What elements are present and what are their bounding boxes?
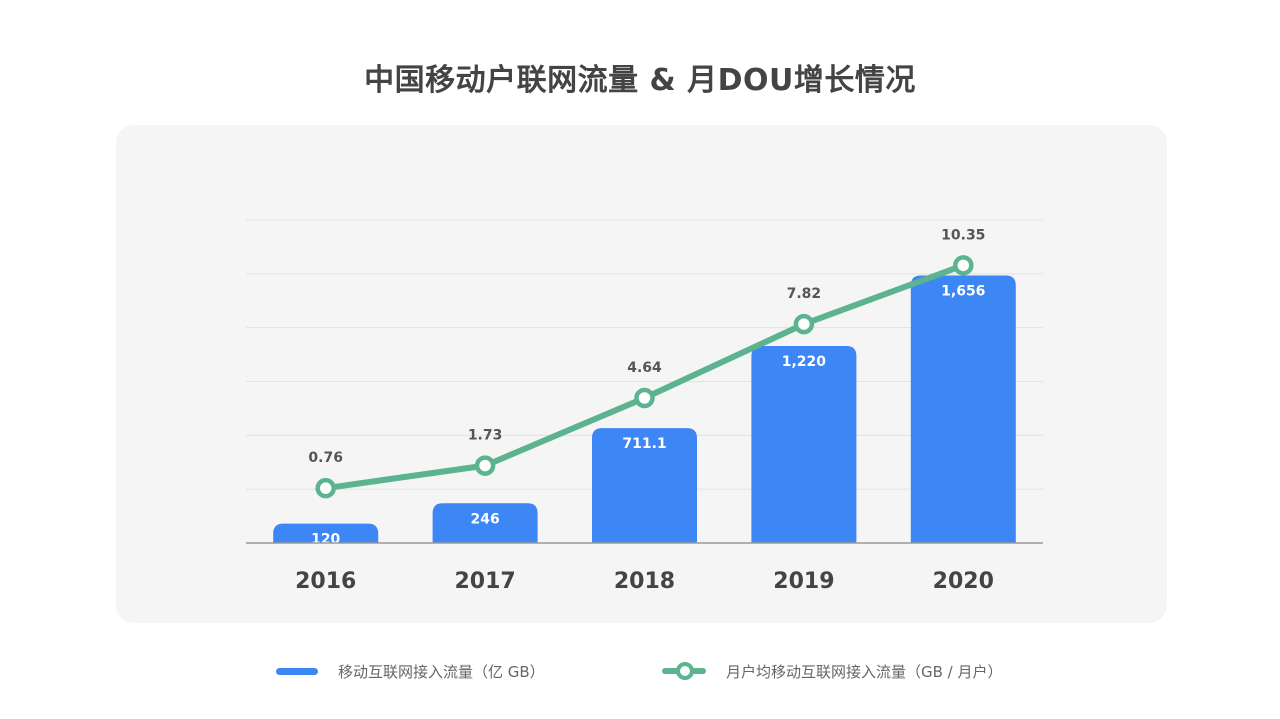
- legend-bar-label: 移动互联网接入流量（亿 GB）: [338, 662, 545, 681]
- bar-value-label: 120: [311, 532, 340, 548]
- bar-value-label: 246: [470, 511, 499, 527]
- x-tick-label: 2020: [933, 569, 994, 594]
- line-point: [634, 387, 655, 409]
- line-point: [315, 477, 336, 499]
- legend-line-marker: [676, 662, 694, 680]
- line-point: [793, 313, 815, 335]
- line-point: [474, 455, 496, 476]
- line-value-label: 10.35: [941, 227, 985, 243]
- bar: [751, 345, 857, 543]
- line-value-label: 1.73: [468, 428, 503, 444]
- bar: [432, 503, 538, 543]
- x-tick-label: 2017: [454, 569, 515, 594]
- bar-value-label: 711.1: [622, 436, 666, 452]
- legend-item-line: 月户均移动互联网接入流量（GB / 月户）: [662, 658, 1003, 684]
- legend-line-label: 月户均移动互联网接入流量（GB / 月户）: [726, 662, 1003, 681]
- x-tick-label: 2016: [295, 569, 356, 594]
- chart-title: 中国移动户联网流量 & 月DOU增长情况: [364, 63, 916, 98]
- x-tick-label: 2018: [614, 569, 675, 594]
- line-value-label: 7.82: [787, 286, 822, 302]
- line-value-label: 0.76: [308, 450, 343, 466]
- legend-line-swatch: [662, 662, 706, 680]
- bar: [592, 428, 697, 543]
- bar: [273, 523, 379, 543]
- bar-value-label: 1,656: [941, 284, 985, 300]
- bar-value-label: 1,220: [782, 354, 827, 370]
- legend-item-bar: 移动互联网接入流量（亿 GB）: [276, 658, 545, 684]
- legend-bar-swatch: [276, 667, 318, 675]
- x-tick-label: 2019: [773, 569, 834, 594]
- bar: [910, 275, 1016, 543]
- line-value-label: 4.64: [627, 360, 662, 376]
- line-point: [953, 255, 974, 276]
